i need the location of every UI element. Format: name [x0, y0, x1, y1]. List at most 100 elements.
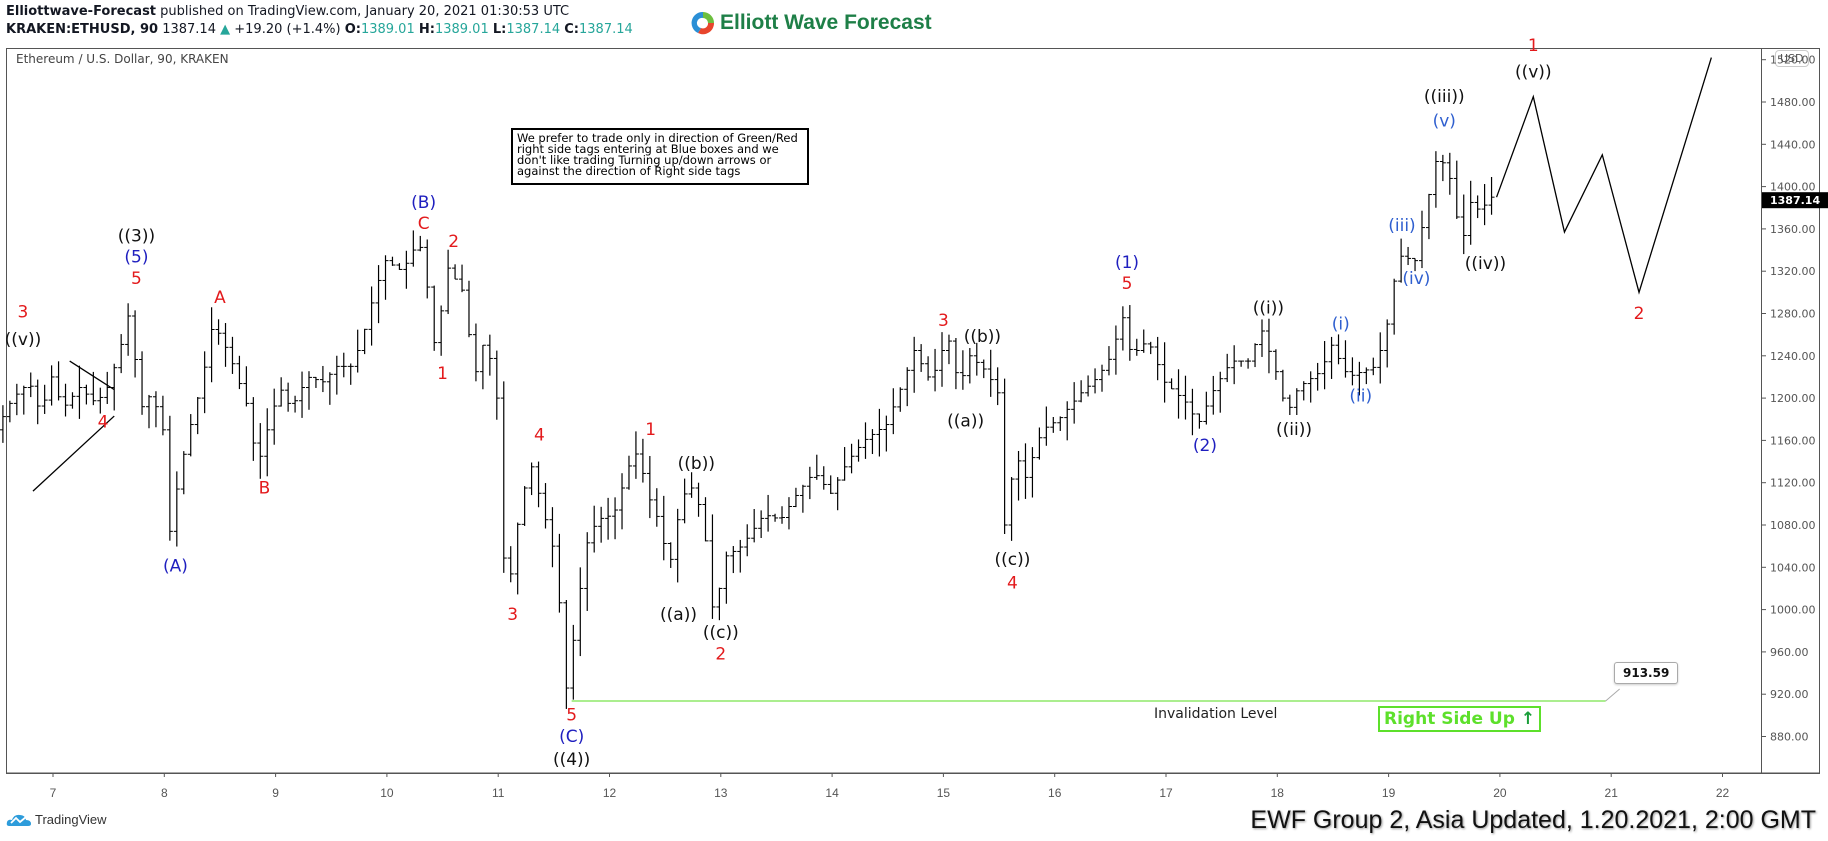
x-tick-label: 16 [1048, 786, 1062, 800]
x-tick-label: 22 [1716, 786, 1730, 800]
wave-label: A [214, 288, 226, 308]
wave-label: ((ii)) [1276, 420, 1312, 440]
wave-label: ((v)) [1515, 63, 1552, 83]
price-axis-divider [1761, 48, 1762, 774]
y-tick-label: 1040.00 [1770, 561, 1816, 574]
y-tick-label: 960.00 [1770, 646, 1809, 659]
wave-label: ((3)) [118, 227, 155, 247]
triangle-trendline[interactable] [69, 360, 115, 391]
wave-label: ((a)) [947, 412, 984, 432]
wave-label: ((c)) [994, 550, 1030, 570]
y-tick-label: 1320.00 [1770, 265, 1816, 278]
wave-label: 4 [1007, 573, 1018, 593]
x-tick-label: 10 [380, 786, 394, 800]
brand-logo: Elliott Wave Forecast [690, 10, 932, 36]
x-tick-label: 8 [161, 786, 168, 800]
y-tick-label: 1480.00 [1770, 96, 1816, 109]
y-tick-label: 1280.00 [1770, 308, 1816, 321]
wave-label: 5 [131, 269, 142, 289]
wave-label: 1 [1528, 36, 1539, 56]
wave-label: ((4)) [553, 750, 590, 770]
symbol-label: KRAKEN:ETHUSD, 90 [6, 22, 159, 37]
y-tick-label: 1440.00 [1770, 138, 1816, 151]
wave-label: 2 [715, 644, 726, 664]
y-tick-label: 1000.00 [1770, 604, 1816, 617]
open-label: O: [344, 22, 361, 37]
y-tick-label: 920.00 [1770, 688, 1809, 701]
x-tick-label: 14 [825, 786, 839, 800]
x-tick-label: 7 [50, 786, 57, 800]
wave-label: ((b)) [678, 454, 715, 474]
close-label: C: [564, 22, 580, 37]
low-value: 1387.14 [506, 22, 561, 37]
tradingview-cloud-icon [6, 814, 31, 826]
invalidation-label: Invalidation Level [1154, 706, 1278, 722]
x-tick-label: 20 [1493, 786, 1507, 800]
publish-info: Elliottwave-Forecast published on Tradin… [6, 4, 569, 19]
disclaimer-note: We prefer to trade only in direction of … [511, 128, 809, 185]
wave-label: ((iii)) [1424, 87, 1465, 107]
up-triangle-icon: ▲ [220, 22, 231, 37]
chart-title: Ethereum / U.S. Dollar, 90, KRAKEN [16, 52, 229, 66]
wave-label: (1) [1115, 253, 1139, 273]
x-tick-label: 13 [714, 786, 728, 800]
wave-label: 2 [1634, 304, 1645, 324]
wave-label: 1 [437, 364, 448, 384]
wave-label: (2) [1193, 436, 1217, 456]
wave-label: (5) [124, 248, 148, 268]
x-tick-label: 11 [492, 786, 505, 800]
arrow-up-icon: ↑ [1520, 709, 1536, 729]
triangle-trendline[interactable] [32, 415, 115, 492]
x-tick-label: 21 [1605, 786, 1619, 800]
x-tick-label: 18 [1271, 786, 1285, 800]
last-price-label: 1387.14 [1770, 194, 1820, 207]
x-tick-label: 9 [272, 786, 279, 800]
tradingview-logo[interactable]: TradingView [6, 812, 107, 827]
wave-label: 5 [566, 706, 577, 726]
projection-path [1495, 57, 1712, 295]
wave-label: C [418, 214, 430, 234]
wave-label: 3 [507, 605, 518, 625]
wave-label: (ii) [1349, 386, 1372, 406]
wave-label: ((i)) [1253, 299, 1284, 319]
ohlc-bars [0, 151, 1495, 709]
x-tick-label: 12 [603, 786, 617, 800]
right-side-tag: Right Side Up ↑ [1378, 706, 1542, 732]
y-tick-label: 1080.00 [1770, 519, 1816, 532]
wave-label: B [259, 478, 271, 498]
wave-label: 2 [448, 232, 459, 252]
y-tick-label: 1120.00 [1770, 477, 1816, 490]
close-value: 1387.14 [579, 22, 633, 37]
wave-label: ((iv)) [1465, 254, 1506, 274]
y-tick-label: 1160.00 [1770, 434, 1816, 447]
y-tick-label: 1240.00 [1770, 350, 1816, 363]
brand-name: Elliott Wave Forecast [720, 11, 932, 34]
currency-button[interactable]: USD [1775, 50, 1809, 67]
right-side-tag-label: Right Side Up [1384, 709, 1515, 729]
wave-label: ((c)) [703, 623, 739, 643]
invalidation-price-tag: 913.59 [1614, 662, 1679, 684]
symbol-info: KRAKEN:ETHUSD, 90 1387.14 ▲ +19.20 (+1.4… [6, 22, 633, 37]
wave-label: ((v)) [5, 330, 42, 350]
y-tick-label: 1400.00 [1770, 181, 1816, 194]
wave-label: ((b)) [964, 327, 1001, 347]
open-value: 1389.01 [360, 22, 415, 37]
high-label: H: [418, 22, 435, 37]
high-value: 1389.01 [434, 22, 489, 37]
y-tick-label: 880.00 [1770, 731, 1809, 744]
wave-label: ((a)) [660, 605, 697, 625]
x-tick-label: 15 [937, 786, 951, 800]
publisher-name: Elliottwave-Forecast [6, 4, 157, 19]
x-tick-label: 17 [1159, 786, 1173, 800]
low-label: L: [492, 22, 507, 37]
last-price: 1387.14 [162, 22, 216, 37]
wave-label: 3 [938, 311, 949, 331]
wave-label: 5 [1122, 274, 1133, 294]
wave-label: 4 [98, 413, 109, 433]
wave-label: 4 [534, 425, 545, 445]
wave-label: 3 [18, 303, 29, 323]
wave-label: 1 [645, 420, 656, 440]
y-tick-label: 1520.00 [1770, 54, 1816, 67]
wave-label: (iv) [1402, 269, 1430, 289]
